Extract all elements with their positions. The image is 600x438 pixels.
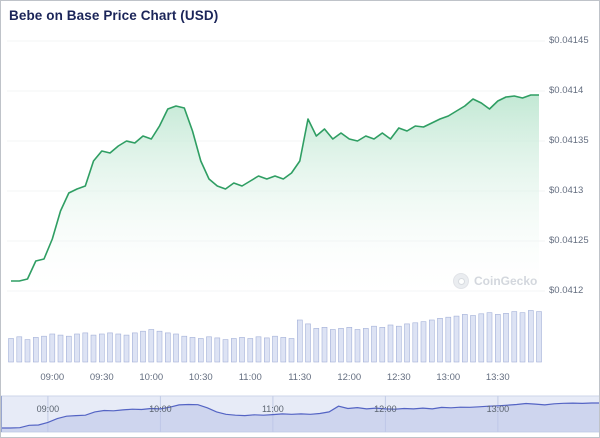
x-tick-label: 11:30 bbox=[288, 372, 312, 383]
x-tick-label: 13:30 bbox=[485, 372, 510, 383]
y-tick-label: $0.04125 bbox=[549, 235, 589, 246]
price-line[interactable] bbox=[11, 94, 539, 282]
x-tick-label: 12:30 bbox=[386, 372, 411, 383]
watermark: CoinGecko bbox=[453, 273, 537, 289]
navigator-area bbox=[1, 403, 599, 432]
x-tick-label: 13:00 bbox=[436, 372, 461, 383]
x-tick-label: 10:30 bbox=[188, 372, 213, 383]
page-title: Bebe on Base Price Chart (USD) bbox=[9, 8, 219, 23]
x-tick-label: 11:00 bbox=[238, 372, 262, 383]
y-tick-label: $0.04135 bbox=[549, 135, 589, 146]
y-tick-label: $0.04145 bbox=[549, 35, 589, 46]
y-tick-label: $0.0414 bbox=[549, 85, 584, 96]
navigator-tick-label: 10:00 bbox=[149, 404, 172, 414]
x-tick-label: 12:00 bbox=[337, 372, 362, 383]
x-tick-label: 10:00 bbox=[139, 372, 164, 383]
navigator-tick-label: 11:00 bbox=[261, 404, 284, 414]
y-tick-label: $0.0413 bbox=[549, 185, 584, 196]
navigator-tick-label: 13:00 bbox=[486, 404, 510, 414]
volume-bars[interactable] bbox=[8, 310, 542, 363]
x-tick-label: 09:30 bbox=[89, 372, 114, 383]
coingecko-logo-icon bbox=[453, 273, 469, 289]
x-tick-label: 09:00 bbox=[40, 372, 65, 383]
navigator-tick-label: 12:00 bbox=[374, 404, 397, 414]
navigator-tick-label: 09:00 bbox=[36, 404, 60, 414]
watermark-label: CoinGecko bbox=[474, 274, 538, 288]
navigator[interactable] bbox=[1, 395, 600, 433]
y-tick-label: $0.0412 bbox=[549, 285, 584, 296]
price-area bbox=[11, 95, 539, 298]
navigator-line bbox=[1, 402, 599, 429]
